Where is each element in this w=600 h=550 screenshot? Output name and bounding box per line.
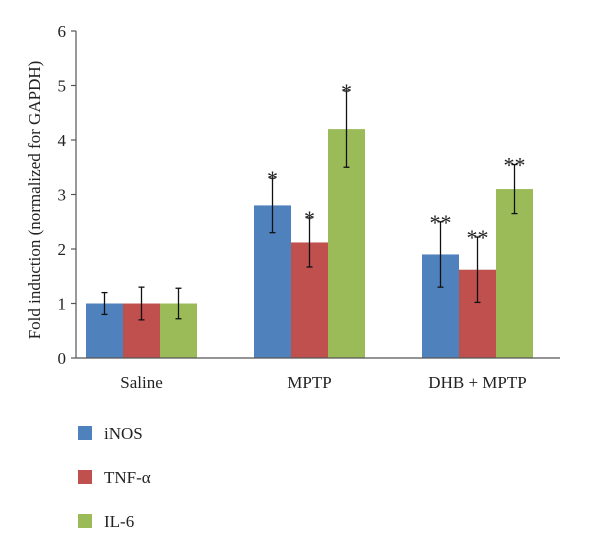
y-tick-label: 2 — [58, 240, 67, 259]
y-tick-label: 6 — [58, 22, 67, 41]
y-tick-label: 3 — [58, 186, 67, 205]
y-tick-label: 1 — [58, 295, 67, 314]
y-tick-label: 4 — [58, 131, 67, 150]
significance-mark: ** — [504, 153, 526, 178]
significance-marks-group: ********* — [267, 79, 526, 250]
y-axis-label: Fold induction (normalized for GAPDH) — [25, 61, 44, 340]
significance-mark: * — [341, 79, 352, 104]
significance-mark: * — [304, 206, 315, 231]
x-category-label: Saline — [120, 373, 163, 392]
y-tick-label: 0 — [58, 349, 67, 368]
y-tick-label: 5 — [58, 77, 67, 96]
legend-label: TNF-α — [104, 468, 151, 487]
x-axis: Saline MPTP DHB + MPTP — [76, 357, 560, 392]
bar — [496, 189, 533, 358]
legend-label: IL-6 — [104, 512, 134, 531]
significance-mark: ** — [467, 225, 489, 250]
legend-label: iNOS — [104, 424, 143, 443]
legend-swatch — [78, 470, 92, 484]
legend-swatch — [78, 426, 92, 440]
bars-group — [86, 129, 533, 358]
legend: iNOS TNF-α IL-6 — [78, 424, 151, 531]
significance-mark: ** — [430, 210, 452, 235]
significance-mark: * — [267, 166, 278, 191]
error-bars-group — [101, 90, 518, 321]
x-category-label: MPTP — [287, 373, 331, 392]
legend-swatch — [78, 514, 92, 528]
x-category-label: DHB + MPTP — [428, 373, 526, 392]
y-axis: 0 1 2 3 4 5 6 — [58, 22, 77, 368]
